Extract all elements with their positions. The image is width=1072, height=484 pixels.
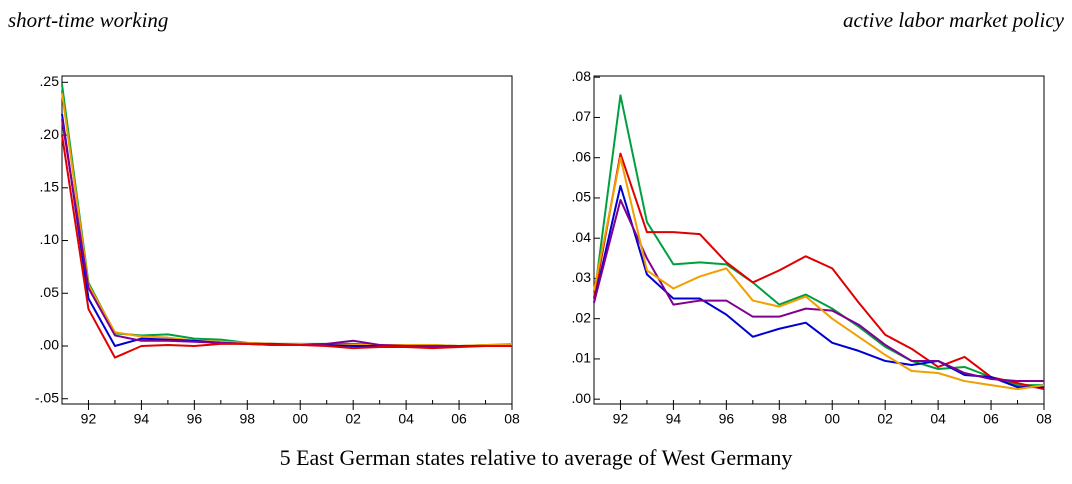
caption: 5 East German states relative to average… <box>280 445 793 470</box>
y-tick-label: .25 <box>40 73 60 89</box>
x-tick-label: 94 <box>134 411 150 427</box>
y-tick-label: .15 <box>40 178 60 194</box>
x-tick-label: 92 <box>613 411 629 427</box>
y-tick-label: .05 <box>40 284 60 300</box>
panel-title: active labor market policy <box>843 8 1065 32</box>
x-tick-label: 00 <box>292 411 308 427</box>
y-tick-label: .05 <box>572 189 592 205</box>
x-tick-label: 96 <box>719 411 735 427</box>
x-tick-label: 94 <box>666 411 682 427</box>
series-line <box>593 198 1044 383</box>
x-tick-label: 02 <box>877 411 893 427</box>
y-tick-label: .08 <box>572 68 592 84</box>
x-tick-label: 08 <box>1036 411 1052 427</box>
y-tick-label: .00 <box>572 390 592 406</box>
x-tick-label: 08 <box>504 411 520 427</box>
series-line <box>593 152 1045 391</box>
x-tick-label: 92 <box>81 411 97 427</box>
x-tick-label: 02 <box>345 411 361 427</box>
y-tick-label: .03 <box>572 269 592 285</box>
x-tick-label: 00 <box>824 411 840 427</box>
x-tick-label: 06 <box>451 411 467 427</box>
y-tick-label: .04 <box>572 229 592 245</box>
series-line <box>61 134 512 359</box>
y-tick-label: .00 <box>40 337 60 353</box>
y-tick-label: .20 <box>40 126 60 142</box>
series-line <box>61 84 512 347</box>
panel-title: short-time working <box>8 8 168 32</box>
x-tick-label: 96 <box>187 411 203 427</box>
series-line <box>593 184 1044 389</box>
x-tick-label: 98 <box>240 411 256 427</box>
y-tick-label: .01 <box>572 350 592 366</box>
x-tick-label: 06 <box>983 411 999 427</box>
plot-frame <box>61 75 513 405</box>
y-tick-label: .06 <box>572 148 592 164</box>
y-tick-label: .02 <box>572 309 592 325</box>
series-line <box>593 94 1044 387</box>
series-line <box>61 119 512 347</box>
series-line <box>593 156 1045 391</box>
x-tick-label: 98 <box>772 411 788 427</box>
y-tick-label: .07 <box>572 108 592 124</box>
series-line <box>61 92 513 347</box>
plot-frame <box>593 75 1045 405</box>
x-tick-label: 04 <box>930 411 946 427</box>
series-line <box>61 113 512 349</box>
x-tick-label: 04 <box>398 411 414 427</box>
y-tick-label: -.05 <box>35 389 59 405</box>
y-tick-label: .10 <box>40 231 60 247</box>
